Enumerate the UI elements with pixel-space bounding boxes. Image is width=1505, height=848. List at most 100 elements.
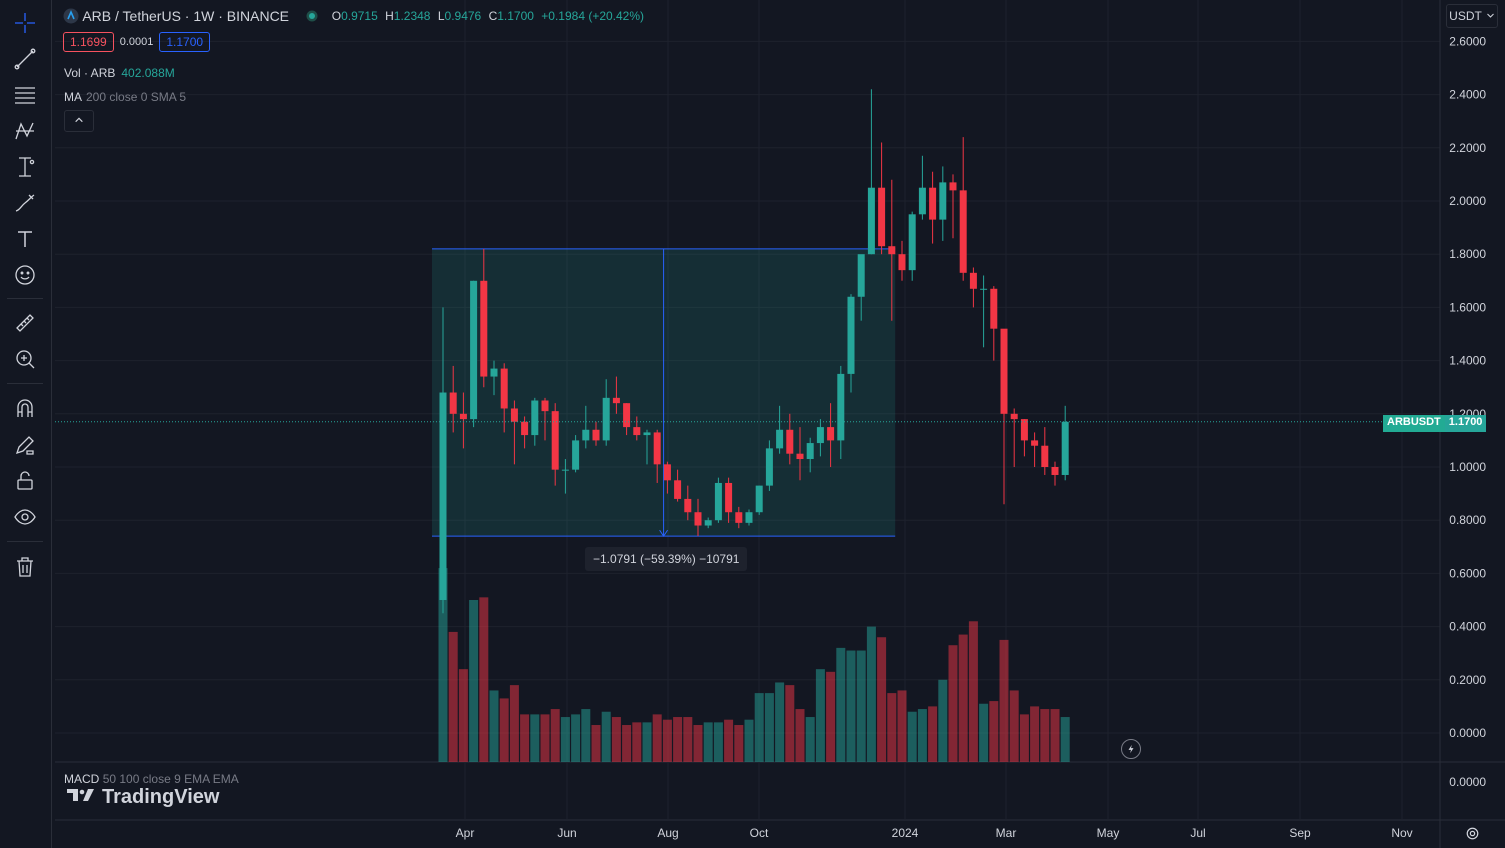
ruler-icon[interactable] [8, 308, 42, 338]
volume-bar [662, 719, 672, 762]
market-status-icon[interactable] [306, 10, 318, 22]
volume-bar [1030, 706, 1040, 762]
emoji-icon[interactable] [8, 260, 42, 290]
price-tick-label: 0.6000 [1449, 566, 1486, 580]
price-tick-label: 1.8000 [1449, 247, 1486, 261]
fib-icon[interactable] [8, 80, 42, 110]
volume-bar [897, 690, 907, 762]
volume-bar [632, 722, 642, 762]
price-tick-label: 2.4000 [1449, 88, 1486, 102]
toolbar-divider [7, 541, 43, 542]
time-tick-label: 2024 [892, 826, 919, 840]
trendline-icon[interactable] [8, 44, 42, 74]
gear-icon[interactable] [1462, 823, 1482, 843]
volume-bar [917, 709, 927, 762]
candle-body [704, 520, 712, 526]
pattern-icon[interactable] [8, 116, 42, 146]
macd-indicator-name: MACD [64, 772, 100, 786]
ohlc-low: 0.9476 [444, 9, 482, 23]
sell-button[interactable]: 1.1699 [63, 32, 114, 52]
candle-body [541, 400, 549, 412]
candle-body [847, 296, 855, 374]
time-tick-label: Nov [1391, 826, 1412, 840]
volume-bar [877, 637, 887, 762]
ohlc-high: 1.2348 [393, 9, 431, 23]
collapse-legend-button[interactable] [64, 110, 94, 132]
volume-bar [571, 714, 581, 762]
candle-body [449, 392, 457, 414]
volume-bar [999, 639, 1009, 762]
candle-body [959, 190, 967, 273]
macd-indicator-legend[interactable]: MACD 50 100 close 9 EMA EMA [64, 772, 239, 786]
candle-body [1020, 419, 1028, 441]
candle-body [980, 288, 988, 290]
ma-indicator-legend[interactable]: MA 200 close 0 SMA 5 [64, 90, 186, 104]
symbol-title[interactable]: ARB / TetherUS · 1W · BINANCE [82, 8, 290, 24]
chart-grid [55, 0, 1505, 848]
time-tick-label: Mar [996, 826, 1017, 840]
volume-bar [764, 693, 774, 762]
candle-body [857, 254, 865, 297]
candle-body [653, 432, 661, 465]
candle-body [633, 427, 641, 436]
time-tick-label: Sep [1289, 826, 1311, 840]
buy-button[interactable]: 1.1700 [159, 32, 211, 52]
lightning-icon[interactable] [1121, 739, 1141, 759]
projection-icon[interactable] [8, 152, 42, 182]
volume-bar [652, 714, 662, 762]
price-tick-label: 0.0000 [1449, 726, 1486, 740]
candle-body [684, 498, 692, 513]
candle-body [1041, 445, 1049, 467]
price-tick-label: 1.6000 [1449, 300, 1486, 314]
volume-bar [826, 671, 836, 762]
candle-body [806, 443, 814, 460]
volume-indicator-legend[interactable]: Vol · ARB 402.088M [64, 66, 175, 80]
candle-body [663, 464, 671, 481]
magnet-icon[interactable] [8, 394, 42, 424]
candle-body [470, 280, 478, 420]
volume-bar [489, 690, 499, 762]
volume-bar [611, 717, 621, 762]
candle-body [786, 429, 794, 454]
tradingview-logo-text: TradingView [102, 786, 220, 808]
price-change: +0.1984 (+20.42%) [541, 9, 645, 23]
candle-body [776, 429, 784, 449]
volume-bar [601, 711, 611, 762]
ohlc-high-key: H [385, 9, 394, 23]
volume-bar [509, 685, 519, 762]
volume-bar [907, 711, 917, 762]
volume-bars [438, 568, 1070, 762]
candle-body [898, 254, 906, 271]
chevron-up-icon [74, 115, 84, 128]
brush-icon[interactable] [8, 188, 42, 218]
trash-icon[interactable] [8, 552, 42, 582]
last-price-value: 1.1700 [1444, 415, 1487, 432]
volume-bar [540, 714, 550, 762]
candle-body [623, 403, 631, 428]
volume-bar [550, 709, 560, 762]
text-icon[interactable] [8, 224, 42, 254]
eye-icon[interactable] [8, 502, 42, 532]
volume-bar [734, 725, 744, 762]
candle-body [969, 272, 977, 289]
lock-pencil-icon[interactable] [8, 430, 42, 460]
volume-bar [795, 709, 805, 762]
toolbar-divider [7, 383, 43, 384]
currency-selector[interactable]: USDT [1446, 4, 1498, 28]
price-axis: 2.6000 2.4000 2.2000 2.0000 1.8000 1.6000 1.40… [1449, 34, 1486, 789]
ohlc-close: 1.1700 [497, 9, 534, 23]
volume-bar [530, 714, 540, 762]
measure-label: −1.0791 (−59.39%) −10791 [585, 547, 748, 571]
price-tick-label: 2.6000 [1449, 34, 1486, 48]
volume-bar [1019, 714, 1029, 762]
crosshair-icon[interactable] [8, 8, 42, 38]
macd-indicator-params: 50 100 close 9 EMA EMA [102, 772, 239, 786]
candle-body [582, 429, 590, 441]
candle-body [1000, 328, 1008, 414]
lock-icon[interactable] [8, 466, 42, 496]
tradingview-logo[interactable]: TradingView [66, 786, 219, 809]
zoom-icon[interactable] [8, 344, 42, 374]
candle-body [918, 187, 926, 215]
volume-bar [754, 693, 764, 762]
